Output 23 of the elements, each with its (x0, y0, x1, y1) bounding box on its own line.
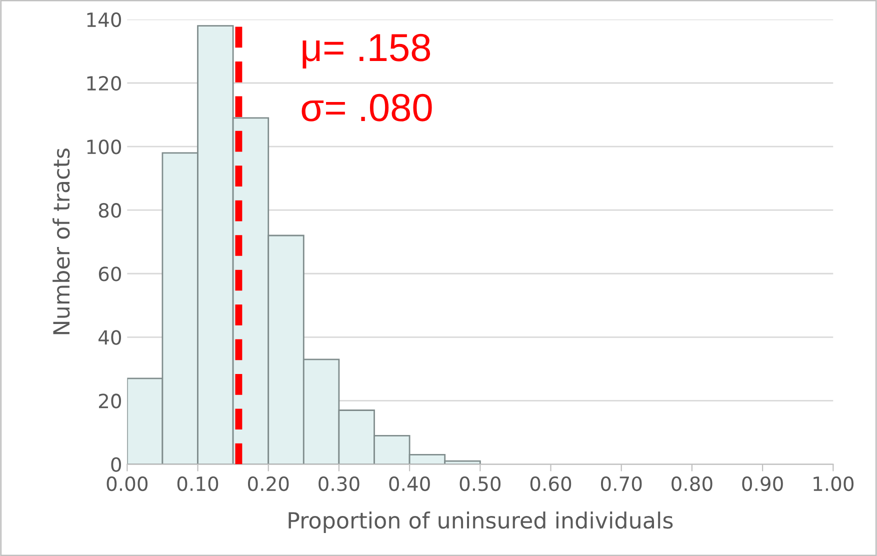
y-tick-label: 40 (98, 330, 122, 345)
x-axis-title: Proportion of uninsured individuals (288, 512, 673, 534)
y-tick-label: 20 (98, 394, 122, 408)
y-axis-title: Number of tracts (52, 148, 70, 334)
annotation: σ= .080 (302, 94, 432, 122)
x-tick-label: 0.80 (672, 476, 712, 492)
y-tick-label: 140 (87, 12, 122, 28)
y-tick-label: 120 (87, 76, 122, 91)
y-tick-label: 80 (98, 203, 122, 218)
x-tick-label: 0.40 (389, 476, 430, 492)
x-tick-label: 0.70 (600, 476, 642, 492)
x-tick-label: 0.20 (248, 476, 289, 492)
annotation: μ= .158 (302, 34, 430, 68)
x-tick-label: 0.60 (530, 476, 572, 492)
x-tick-label: 0.90 (742, 476, 783, 492)
y-tick-label: 0 (111, 457, 122, 472)
y-tick-label: 60 (98, 266, 122, 282)
x-tick-label: 0.50 (460, 476, 501, 492)
x-tick-label: 0.00 (106, 476, 148, 492)
x-tick-label: 0.30 (318, 476, 360, 492)
y-tick-label: 100 (87, 140, 122, 154)
x-tick-label: 1.00 (814, 476, 854, 492)
x-tick-label: 0.10 (177, 476, 218, 492)
